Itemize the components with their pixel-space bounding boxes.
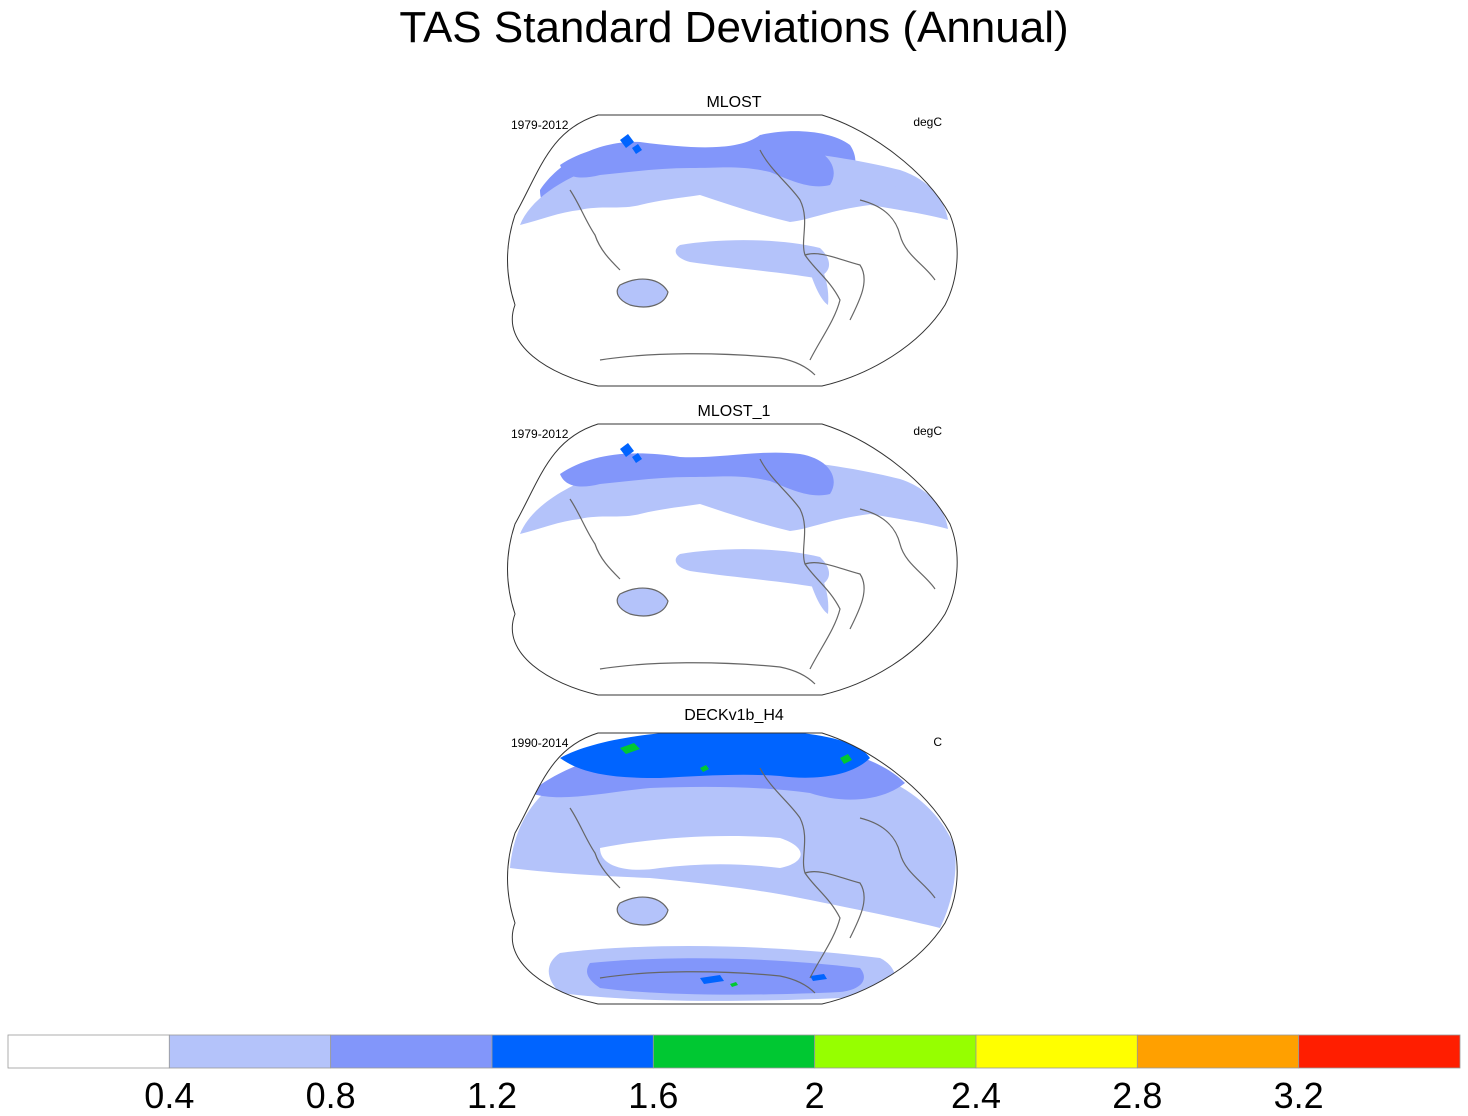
colorbar-swatch: [168, 1034, 332, 1069]
panel-title-3: DECKv1b_H4: [684, 707, 784, 724]
colorbar-tick-label: 1.2: [467, 1075, 517, 1116]
band-australia-0.4: [617, 279, 668, 307]
colorbar-tick-label: 2: [805, 1075, 825, 1116]
coastlines-3: [569, 767, 936, 994]
colorbar-tick-label: 2.8: [1112, 1075, 1162, 1116]
colorbar-swatch: [330, 1034, 493, 1069]
colorbar-swatch: [814, 1034, 977, 1069]
colorbar-swatch: [7, 1034, 170, 1069]
colorbar-swatch: [652, 1034, 816, 1069]
panel-units-1: degC: [913, 115, 942, 129]
band-siberia-1.2: [620, 134, 642, 154]
coastlines-2: [569, 458, 936, 685]
map-panel-2: [507, 423, 958, 696]
colorbar-swatch: [1298, 1034, 1461, 1069]
band-peru-0.4: [808, 255, 829, 305]
panel-title-2: MLOST_1: [697, 403, 771, 420]
panel-period-2: 1979-2012: [511, 427, 569, 441]
colorbar-tick-label: 0.8: [306, 1075, 356, 1116]
colorbar-tick-label: 1.6: [628, 1075, 678, 1116]
panel-units-3: C: [933, 735, 942, 749]
map-outline-3: [507, 732, 958, 1005]
panel-units-2: degC: [913, 424, 942, 438]
map-panels: [507, 114, 958, 1005]
map-outline-1: [507, 114, 958, 387]
contour-fills-1: [520, 131, 948, 307]
contour-fills-2: [520, 443, 948, 616]
panel-period-1: 1979-2012: [511, 118, 569, 132]
band-arctic-core-0.8: [560, 143, 834, 187]
colorbar-tick-label: 3.2: [1274, 1075, 1324, 1116]
panel-period-3: 1990-2014: [511, 736, 569, 750]
coastlines-1: [569, 149, 936, 376]
page-title: TAS Standard Deviations (Annual): [399, 3, 1069, 52]
map-outline-2: [507, 423, 958, 696]
panel-title-1: MLOST: [706, 94, 762, 111]
colorbar-tick-label: 2.4: [951, 1075, 1001, 1116]
colorbar-swatch: [1136, 1034, 1300, 1069]
map-panel-3: [507, 732, 958, 1005]
colorbar-tick-label: 0.4: [144, 1075, 194, 1116]
colorbar-swatch: [491, 1034, 654, 1069]
band-north-atlantic-0.4: [880, 169, 935, 206]
map-panel-1: [507, 114, 958, 387]
colorbar-swatch: [975, 1034, 1138, 1069]
band-tropical-pacific-0.4: [675, 240, 830, 278]
